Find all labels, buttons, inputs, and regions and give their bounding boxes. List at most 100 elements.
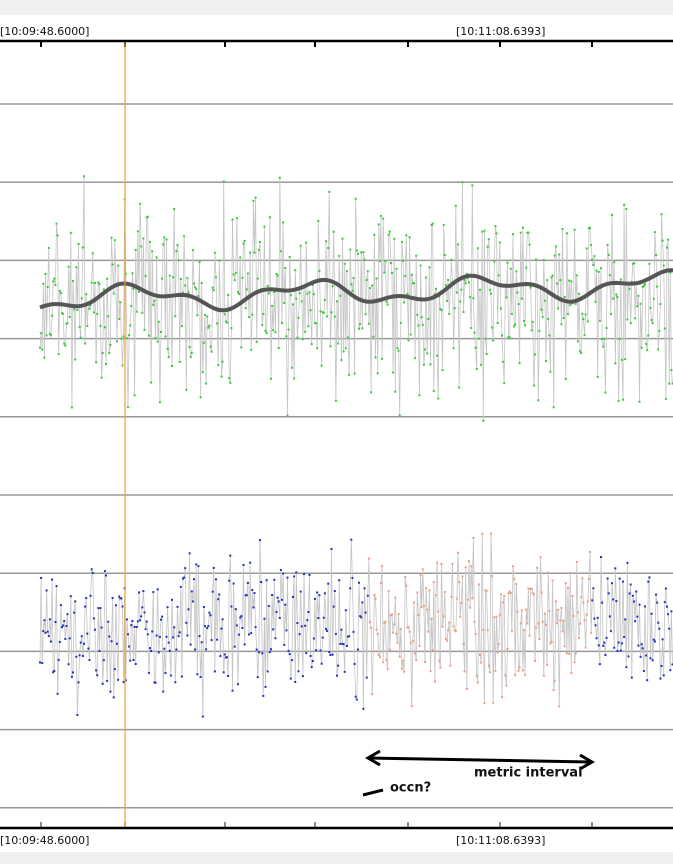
trace-point bbox=[129, 659, 132, 662]
trace-point bbox=[503, 382, 506, 385]
trace-point bbox=[58, 289, 61, 292]
trace-point bbox=[278, 176, 281, 179]
trace-point bbox=[334, 632, 337, 635]
trace-point bbox=[268, 216, 271, 219]
trace-point bbox=[99, 607, 102, 610]
trace-point bbox=[476, 681, 479, 684]
trace-point bbox=[528, 243, 531, 246]
trace-point bbox=[157, 651, 160, 654]
trace-point bbox=[169, 674, 172, 677]
trace-point bbox=[171, 365, 173, 368]
trace-point bbox=[597, 270, 600, 273]
trace-point bbox=[296, 336, 299, 339]
trace-point bbox=[666, 605, 668, 608]
trace-point bbox=[470, 327, 473, 330]
trace-point bbox=[187, 608, 190, 611]
trace-point bbox=[523, 629, 525, 632]
trace-point bbox=[363, 587, 366, 590]
trace-point bbox=[454, 630, 457, 633]
trace-point bbox=[112, 292, 115, 295]
trace-point bbox=[447, 278, 450, 281]
trace-point bbox=[649, 306, 652, 309]
trace-point bbox=[628, 592, 631, 595]
trace-point bbox=[218, 593, 221, 596]
trace-point bbox=[438, 659, 441, 662]
trace-point bbox=[425, 587, 428, 590]
trace-point bbox=[579, 350, 582, 353]
trace-point bbox=[521, 669, 524, 672]
trace-point bbox=[301, 338, 304, 341]
grid bbox=[0, 41, 673, 828]
trace-point bbox=[207, 625, 210, 628]
trace-point bbox=[637, 644, 640, 647]
trace-point bbox=[459, 300, 462, 303]
trace-point bbox=[210, 350, 213, 353]
trace-point bbox=[83, 642, 85, 645]
trace-point bbox=[609, 630, 612, 633]
trace-point bbox=[310, 666, 313, 669]
trace-point bbox=[561, 630, 564, 633]
trace-point bbox=[384, 620, 387, 623]
trace-point bbox=[354, 197, 357, 200]
trace-point bbox=[328, 651, 331, 654]
trace-point bbox=[55, 585, 58, 588]
trace-point bbox=[290, 366, 293, 369]
trace-point bbox=[61, 626, 63, 629]
trace-point bbox=[501, 334, 503, 337]
trace-point bbox=[141, 311, 144, 314]
trace-point bbox=[235, 624, 238, 627]
trace-point bbox=[663, 601, 666, 604]
trace-point bbox=[371, 693, 374, 696]
trace-point bbox=[490, 292, 492, 295]
trace-point bbox=[418, 644, 421, 647]
trace-point bbox=[213, 251, 216, 254]
trace-point bbox=[409, 642, 412, 645]
trace-point bbox=[256, 676, 259, 679]
trace-point bbox=[46, 286, 49, 289]
trace-point bbox=[527, 231, 530, 234]
trace-point bbox=[378, 260, 381, 263]
trace-point bbox=[479, 288, 481, 291]
trace-point bbox=[41, 348, 44, 351]
trace-point bbox=[167, 641, 170, 644]
trace-point bbox=[211, 286, 214, 289]
trace-point bbox=[571, 594, 574, 597]
trace-line bbox=[39, 533, 673, 717]
trace-point bbox=[634, 620, 637, 623]
trace-point bbox=[91, 252, 94, 255]
trace-point bbox=[513, 325, 516, 328]
trace-point bbox=[403, 670, 406, 673]
trace-point bbox=[589, 226, 591, 229]
trace-point bbox=[405, 234, 408, 237]
trace-point bbox=[458, 386, 461, 389]
trace-point bbox=[106, 277, 109, 280]
trace-point bbox=[433, 680, 436, 683]
trace-point bbox=[73, 308, 76, 311]
trace-point bbox=[494, 669, 497, 672]
trace-point bbox=[470, 565, 473, 568]
trace-point bbox=[486, 629, 489, 632]
trace-point bbox=[574, 302, 577, 305]
trace-point bbox=[198, 261, 201, 264]
trace-point bbox=[304, 624, 307, 627]
trace-point bbox=[385, 300, 388, 303]
trace-point bbox=[631, 594, 634, 597]
trace-point bbox=[95, 361, 98, 364]
trace-point bbox=[372, 650, 375, 653]
trace-point bbox=[309, 654, 312, 657]
trace-point bbox=[44, 273, 47, 276]
trace-point bbox=[316, 591, 319, 594]
trace-point bbox=[446, 299, 448, 302]
trace-point bbox=[596, 616, 599, 619]
trace-point bbox=[217, 598, 220, 601]
trace-point bbox=[262, 694, 265, 697]
trace-point bbox=[388, 230, 391, 233]
trace-point bbox=[534, 353, 536, 356]
trace-point bbox=[96, 674, 99, 677]
trace-point bbox=[287, 649, 290, 652]
trace-point bbox=[523, 319, 525, 322]
trace-point bbox=[416, 591, 419, 594]
trace-point bbox=[364, 313, 367, 316]
trace-point bbox=[499, 593, 502, 596]
trace-point bbox=[275, 610, 278, 613]
